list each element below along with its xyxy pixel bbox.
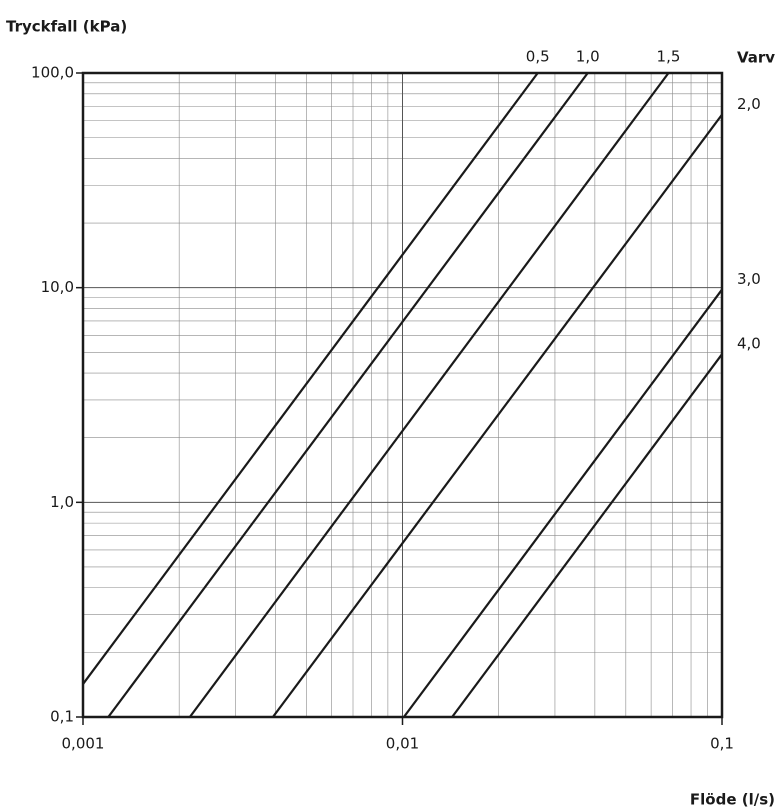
curve bbox=[188, 72, 670, 718]
series-label: 0,5 bbox=[526, 48, 550, 66]
series-label: 1,5 bbox=[657, 48, 681, 66]
plot-frame bbox=[81, 71, 724, 719]
curve bbox=[451, 353, 723, 718]
x-tick-label: 0,1 bbox=[710, 735, 734, 753]
y-tick-label: 1,0 bbox=[50, 493, 74, 511]
series-label: 3,0 bbox=[737, 270, 761, 288]
chart-title: Tryckfall (kPa) bbox=[6, 18, 127, 36]
y-tick-label: 100,0 bbox=[31, 64, 74, 82]
series-label: 1,0 bbox=[576, 48, 600, 66]
series-label: 4,0 bbox=[737, 335, 761, 353]
curve bbox=[402, 288, 723, 718]
curve bbox=[107, 72, 589, 718]
series-label: 2,0 bbox=[737, 95, 761, 113]
y-tick-label: 10,0 bbox=[41, 278, 74, 296]
y-tick-label: 0,1 bbox=[50, 708, 74, 726]
x-tick-label: 0,01 bbox=[386, 735, 419, 753]
curve bbox=[82, 72, 539, 685]
x-axis-label: Flöde (l/s) bbox=[690, 791, 775, 809]
x-tick-label: 0,001 bbox=[62, 735, 105, 753]
legend-title: Varv bbox=[737, 49, 775, 67]
curve bbox=[272, 113, 723, 718]
